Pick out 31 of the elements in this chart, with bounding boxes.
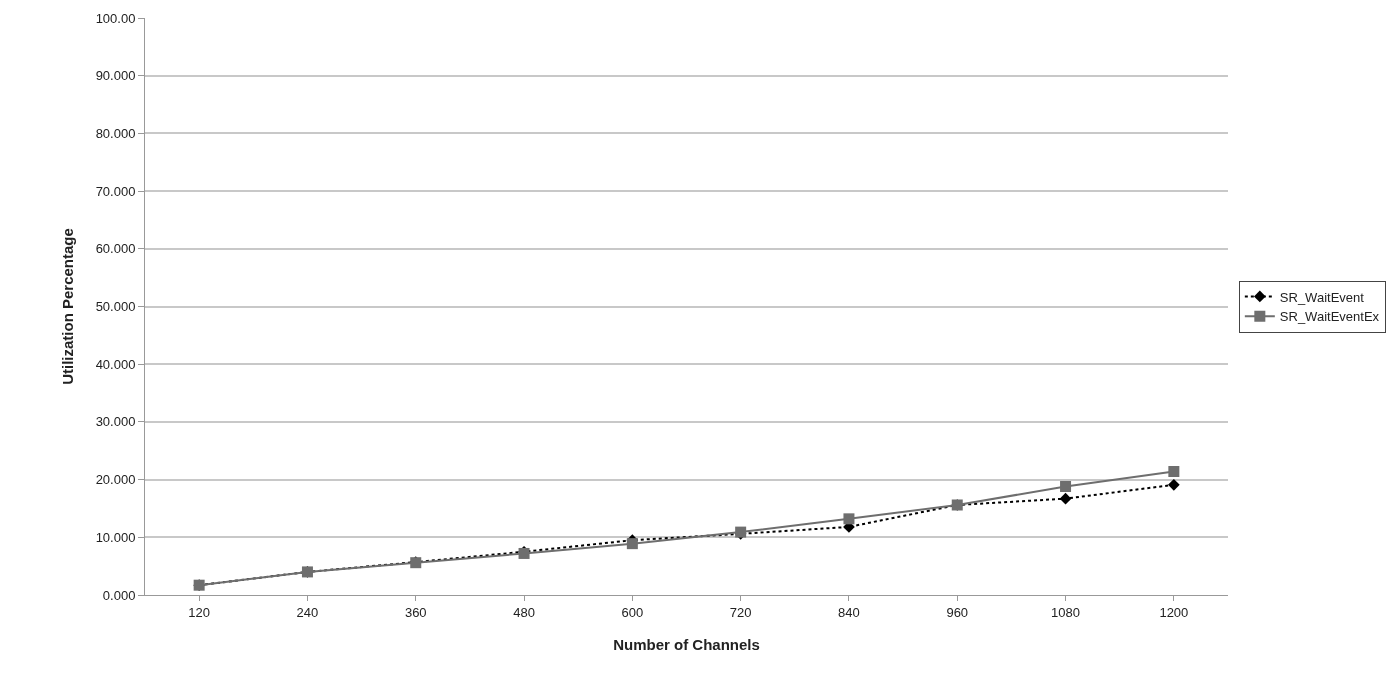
x-tick-label: 960 <box>946 604 969 620</box>
y-axis-title: Utilization Percentage <box>58 228 76 385</box>
y-tick-label: 80.000 <box>95 125 136 141</box>
y-tick-label: 60.000 <box>95 241 136 257</box>
point <box>1059 492 1072 505</box>
x-tick-label: 360 <box>404 604 427 620</box>
y-tick-label: 30.000 <box>95 414 136 430</box>
x-tick-label: 720 <box>729 604 752 620</box>
legend-label: SR_WaitEventEx <box>1279 309 1380 325</box>
x-tick-label: 240 <box>296 604 319 620</box>
x-tick-label: 600 <box>621 604 644 620</box>
y-tick-label: 40.000 <box>95 356 136 372</box>
point <box>1168 478 1180 491</box>
y-tick-label: 100.00 <box>95 10 136 26</box>
x-tick-label: 1080 <box>1051 604 1081 620</box>
legend-label: SR_WaitEvent <box>1279 289 1365 305</box>
point <box>843 513 855 525</box>
x-tick-label: 480 <box>513 604 535 620</box>
point <box>626 538 638 550</box>
x-tick-label: 1200 <box>1159 604 1189 620</box>
y-tick-label: 90.000 <box>95 68 136 84</box>
x-axis-title: Number of Channels <box>613 635 760 653</box>
y-tick-label: 10.000 <box>95 529 136 545</box>
point <box>1060 481 1072 493</box>
y-tick-label: 0.000 <box>102 587 136 603</box>
y-tick-label: 20.000 <box>95 472 136 488</box>
x-tick-label: 120 <box>188 604 210 620</box>
y-tick-label: 50.000 <box>95 299 136 315</box>
point <box>1168 466 1180 478</box>
x-tick-label: 840 <box>838 604 860 620</box>
y-tick-label: 70.000 <box>95 183 136 199</box>
